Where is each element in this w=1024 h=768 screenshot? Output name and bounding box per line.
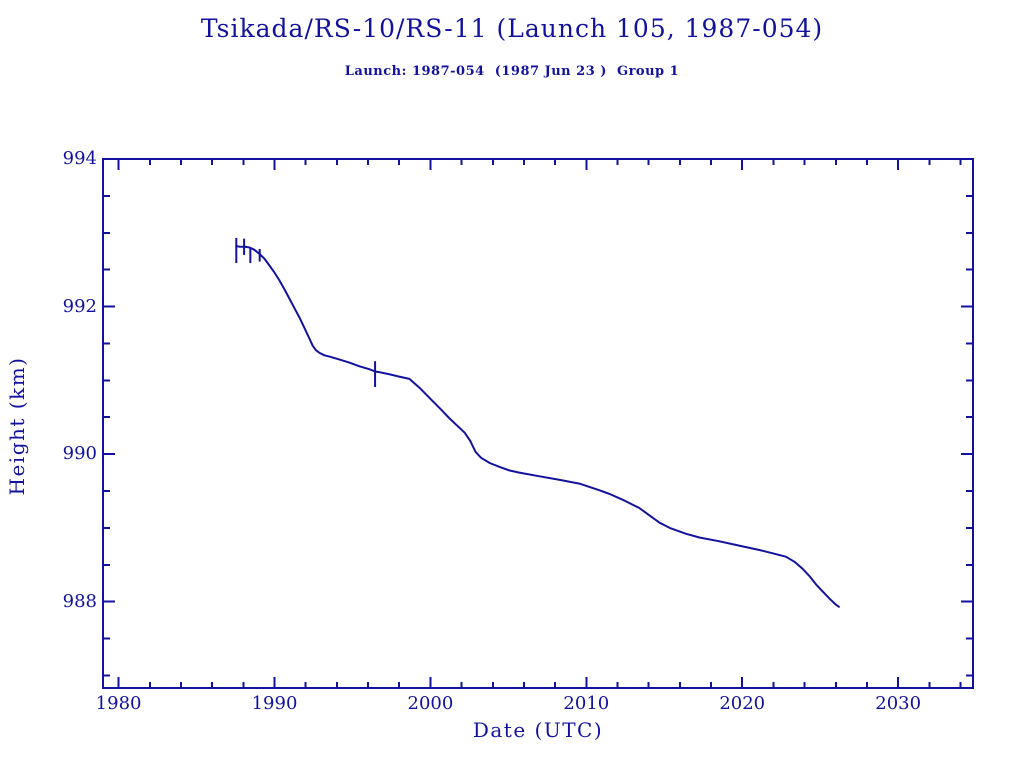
chart-subtitle: Launch: 1987-054 (1987 Jun 23 ) Group 1 [344, 64, 680, 79]
x-tick-label: 2010 [563, 693, 610, 714]
x-tick-label: 2030 [875, 693, 922, 714]
chart-title: Tsikada/RS-10/RS-11 (Launch 105, 1987-05… [200, 14, 824, 43]
x-tick-label: 1990 [251, 693, 298, 714]
y-tick-label: 992 [62, 295, 97, 317]
y-axis-label: Height (km) [5, 356, 29, 496]
y-tick-label: 994 [62, 148, 97, 169]
height-decay-curve [235, 245, 840, 608]
y-tick-label: 988 [62, 590, 97, 612]
x-tick-label: 1980 [95, 693, 142, 714]
x-tick-label: 2020 [719, 693, 766, 714]
x-axis-label: Date (UTC) [472, 718, 604, 742]
axis-ticks [103, 158, 973, 688]
plot-frame [102, 158, 974, 689]
y-tick-label: 990 [62, 443, 97, 465]
x-tick-label: 2000 [407, 693, 454, 714]
